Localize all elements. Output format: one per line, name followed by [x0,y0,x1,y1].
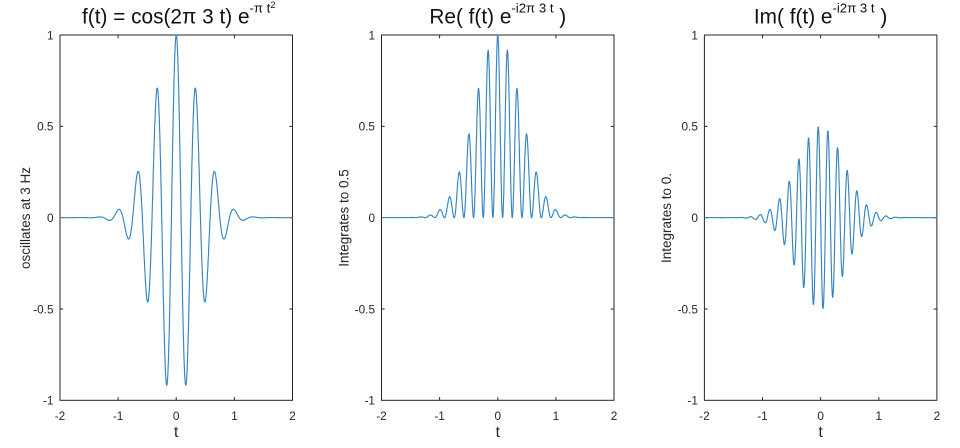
svg-text:t: t [496,424,501,441]
svg-text:-2: -2 [376,409,387,423]
svg-text:t: t [818,424,823,441]
svg-text:oscillates at 3 Hz: oscillates at 3 Hz [18,167,33,269]
svg-text:t: t [174,424,179,441]
svg-text:-1: -1 [687,394,698,408]
svg-text:f(t) = cos(2π 3 t) e-π t2: f(t) = cos(2π 3 t) e-π t2 [82,0,276,28]
svg-text:1: 1 [876,409,883,423]
svg-text:1: 1 [368,28,375,42]
svg-text:0: 0 [173,409,180,423]
svg-text:1: 1 [691,28,698,42]
svg-text:2: 2 [934,409,941,423]
svg-text:-2: -2 [699,409,710,423]
svg-text:0.5: 0.5 [681,120,698,134]
svg-text:2: 2 [289,409,296,423]
svg-text:1: 1 [553,409,560,423]
svg-text:-0.5: -0.5 [678,302,699,316]
svg-text:Integrates to 0.5: Integrates to 0.5 [337,169,352,267]
svg-text:0: 0 [47,211,54,225]
svg-text:-0.5: -0.5 [33,302,54,316]
svg-text:0: 0 [495,409,502,423]
svg-text:0.5: 0.5 [37,120,54,134]
svg-text:1: 1 [47,28,54,42]
svg-text:1: 1 [231,409,238,423]
svg-text:Integrates to 0.: Integrates to 0. [659,173,674,263]
svg-text:-1: -1 [113,409,124,423]
svg-text:-1: -1 [434,409,445,423]
svg-text:-2: -2 [55,409,66,423]
svg-text:0: 0 [368,211,375,225]
svg-text:-1: -1 [365,394,376,408]
svg-text:-1: -1 [43,394,54,408]
svg-text:0.5: 0.5 [359,120,376,134]
svg-text:-0.5: -0.5 [355,302,376,316]
svg-text:0: 0 [691,211,698,225]
svg-text:-1: -1 [757,409,768,423]
svg-text:0: 0 [817,409,824,423]
svg-text:2: 2 [611,409,618,423]
